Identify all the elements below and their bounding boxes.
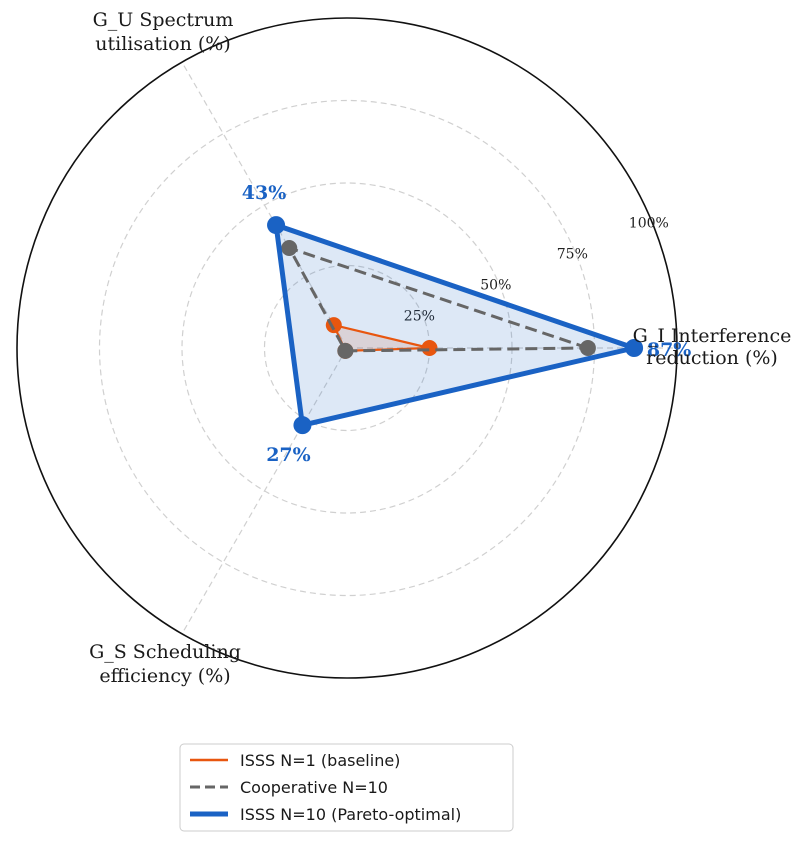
axis-label-0: G_I Interference reduction (%) bbox=[633, 325, 792, 369]
series-2-point-1 bbox=[267, 216, 286, 235]
legend-label-1: Cooperative N=10 bbox=[240, 778, 388, 797]
data-label-0: 87% bbox=[647, 339, 692, 361]
radial-tick-label: 50% bbox=[480, 277, 511, 293]
series-2-point-2 bbox=[293, 416, 312, 435]
series-2-point-0 bbox=[625, 339, 644, 357]
series-1-point-1 bbox=[281, 239, 298, 256]
legend: ISSS N=1 (baseline) Cooperative N=10 ISSS … bbox=[179, 743, 514, 832]
grid-spoke-2 bbox=[181, 347, 348, 635]
series-line-2 bbox=[273, 221, 635, 429]
radar-outer-frame bbox=[16, 17, 678, 679]
axis-label-2: G_S Scheduling efficiency (%) bbox=[89, 641, 241, 687]
grid-spoke-1 bbox=[181, 61, 348, 349]
series-fill-2 bbox=[276, 225, 635, 426]
radial-tick-label: 25% bbox=[404, 308, 435, 324]
axis-label-1: G_U Spectrum utilisation (%) bbox=[93, 9, 234, 55]
series-0-point-0 bbox=[421, 340, 438, 356]
axis-label-line: G_S Scheduling bbox=[89, 641, 241, 663]
axis-label-line: reduction (%) bbox=[646, 347, 778, 369]
legend-label-0: ISSS N=1 (baseline) bbox=[240, 751, 400, 770]
axis-label-line: G_I Interference bbox=[633, 325, 792, 347]
series-1-point-2 bbox=[337, 342, 354, 359]
axis-label-line: utilisation (%) bbox=[95, 33, 231, 55]
legend-box bbox=[179, 743, 514, 832]
axis-label-line: efficiency (%) bbox=[99, 665, 230, 687]
radial-tick-label: 75% bbox=[557, 247, 588, 263]
data-label-2: 27% bbox=[266, 444, 311, 466]
data-label-1: 43% bbox=[242, 182, 287, 204]
radial-tick-label: 100% bbox=[629, 216, 669, 232]
series-1-point-0 bbox=[579, 340, 596, 356]
legend-label-2: ISSS N=10 (Pareto-optimal) bbox=[240, 805, 461, 824]
axis-label-line: G_U Spectrum bbox=[93, 9, 234, 31]
